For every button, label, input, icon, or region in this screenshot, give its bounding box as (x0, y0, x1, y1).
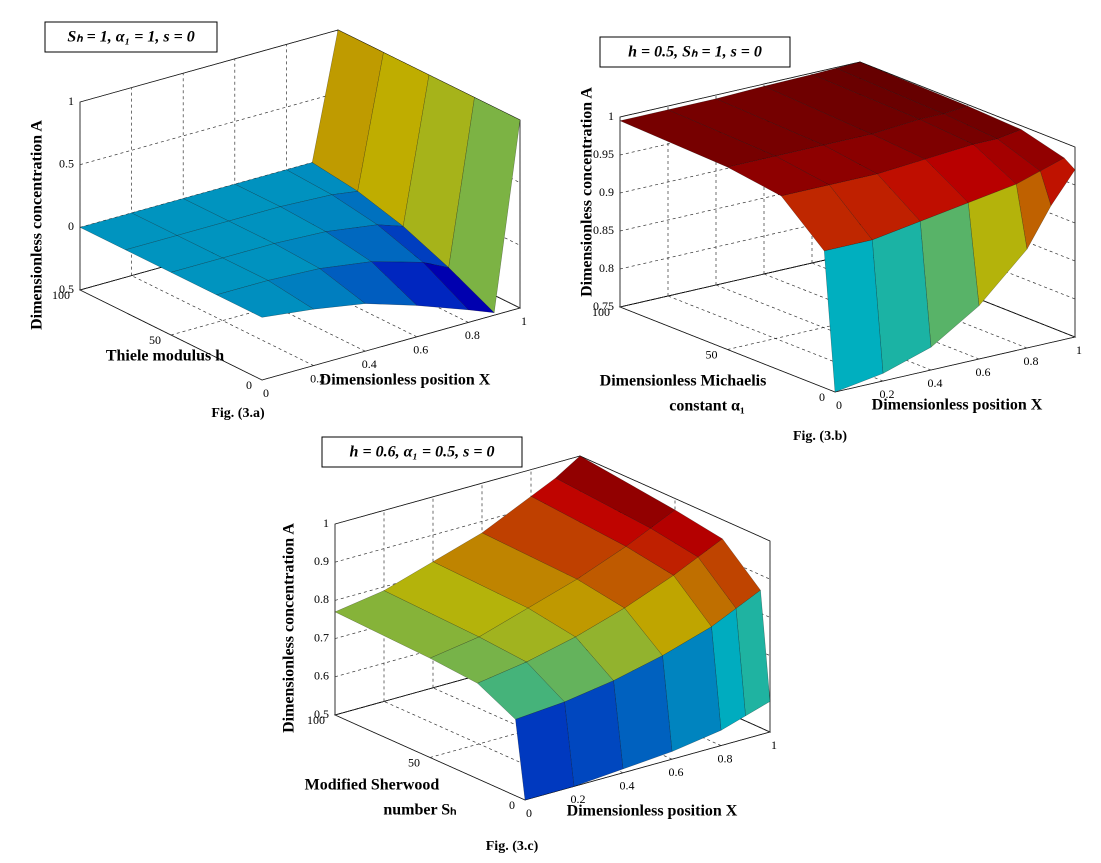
y-axis-label: Modified Sherwood (305, 777, 440, 794)
z-axis-label: Dimensionless concentration A (579, 87, 596, 297)
y-tick-label: 50 (706, 347, 718, 361)
z-tick-label: 0 (68, 219, 74, 233)
x-tick-label: 0.4 (620, 779, 635, 793)
grid-line (859, 61, 1076, 148)
z-tick-label: 1 (323, 516, 329, 530)
x-tick-label: 0 (836, 398, 842, 412)
x-tick-label: 0.2 (880, 387, 895, 401)
grid-line (619, 251, 861, 308)
y-axis-label: constant α₁ (669, 398, 745, 415)
z-tick-label: 1 (68, 94, 74, 108)
x-tick-label: 0.4 (362, 357, 377, 371)
caption: Fig. (3.a) (211, 406, 265, 421)
grid-line (334, 455, 581, 525)
y-tick-label: 50 (149, 333, 161, 347)
x-tick-label: 0.6 (413, 343, 428, 357)
surface-patch (824, 239, 884, 393)
grid-line (261, 307, 521, 381)
y-tick-label: 0 (819, 390, 825, 404)
x-tick-label: 0.4 (928, 376, 943, 390)
z-tick-label: 0.85 (593, 223, 614, 237)
y-tick-label: 0 (509, 798, 515, 812)
z-axis-label: Dimensionless concentration A (29, 120, 46, 330)
grid-line (619, 61, 861, 118)
z-tick-label: 0.5 (314, 707, 329, 721)
x-tick-label: 1 (1076, 343, 1082, 357)
z-tick-label: 0.8 (599, 261, 614, 275)
x-tick-label: 1 (521, 314, 527, 328)
z-tick-label: 0.7 (314, 630, 329, 644)
grid-line (79, 29, 339, 103)
x-tick-label: 0.6 (976, 365, 991, 379)
caption: Fig. (3.c) (486, 839, 539, 854)
z-tick-label: 0.5 (59, 156, 74, 170)
y-axis-label: Thiele modulus h (106, 348, 224, 365)
z-axis-label: Dimensionless concentration A (281, 523, 298, 733)
surface-patch (215, 280, 315, 318)
x-tick-label: 1 (771, 738, 777, 752)
y-tick-label: 100 (307, 713, 325, 727)
z-tick-label: 0.8 (314, 592, 329, 606)
y-tick-label: 100 (52, 288, 70, 302)
x-axis-label: Dimensionless position X (320, 372, 491, 389)
y-tick-label: 0 (246, 378, 252, 392)
grid-line (79, 92, 339, 166)
surface-patch (515, 701, 575, 801)
z-tick-label: 0.9 (599, 185, 614, 199)
x-tick-label: 0.6 (669, 765, 684, 779)
z-tick-label: 0.5 (59, 282, 74, 296)
x-axis-label: Dimensionless position X (567, 803, 738, 820)
x-tick-label: 0.8 (1024, 354, 1039, 368)
x-tick-label: 0 (263, 386, 269, 400)
grid-line (579, 455, 771, 542)
title-box (321, 436, 523, 468)
y-axis-label: number Sₕ (383, 802, 456, 819)
z-tick-label: 1 (608, 109, 614, 123)
grid-line (834, 336, 1076, 393)
chart-title: h = 0.6, α₁ = 0.5, s = 0 (350, 444, 495, 461)
x-axis-label: Dimensionless position X (872, 397, 1043, 414)
x-tick-label: 0.8 (465, 328, 480, 342)
y-tick-label: 100 (592, 305, 610, 319)
chart-title: Sₕ = 1, α₁ = 1, s = 0 (67, 29, 194, 46)
y-tick-label: 50 (408, 755, 420, 769)
caption: Fig. (3.b) (793, 429, 847, 444)
x-tick-label: 0.2 (310, 371, 325, 385)
grid-line (79, 289, 263, 381)
chart-title: h = 0.5, Sₕ = 1, s = 0 (628, 44, 762, 61)
x-tick-label: 0.2 (571, 792, 586, 806)
y-axis-label: Dimensionless Michaelis (600, 373, 767, 390)
x-tick-label: 0 (526, 806, 532, 820)
x-tick-label: 0.8 (718, 751, 733, 765)
z-tick-label: 0.95 (593, 147, 614, 161)
z-tick-label: 0.6 (314, 669, 329, 683)
z-tick-label: 0.75 (593, 299, 614, 313)
title-box (44, 21, 218, 53)
grid-line (131, 275, 314, 366)
title-box (599, 36, 791, 68)
z-tick-label: 0.9 (314, 554, 329, 568)
